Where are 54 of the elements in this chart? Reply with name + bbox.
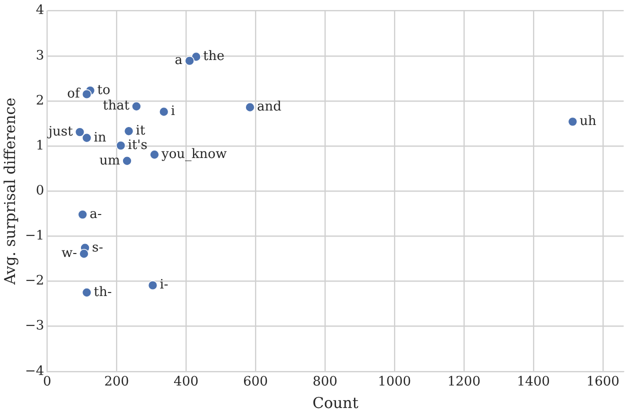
text: and	[256, 100, 282, 115]
x-tick-label: 400	[174, 374, 198, 390]
text: a	[174, 53, 183, 68]
text: uh	[580, 114, 596, 130]
text: the	[203, 49, 224, 64]
x-axis-title: Count	[312, 394, 358, 412]
y-tick-label: 3	[36, 48, 44, 64]
x-tick-label: 1200	[447, 374, 480, 390]
y-tick-label: −1	[24, 228, 44, 244]
y-tick-label: −4	[24, 364, 44, 379]
y-tick-label: −2	[24, 274, 44, 289]
point	[148, 280, 158, 290]
point	[132, 101, 142, 112]
point	[184, 56, 194, 66]
text: in	[94, 130, 106, 146]
x-tick-label: 1400	[516, 374, 550, 390]
point	[116, 140, 126, 150]
point	[245, 102, 255, 112]
text: s-	[92, 240, 104, 256]
point	[74, 127, 85, 137]
y-tick-label: −3	[24, 318, 44, 334]
point	[568, 116, 578, 127]
text: of	[67, 86, 80, 102]
x-tick-label: 600	[243, 374, 268, 390]
text: just	[48, 124, 73, 140]
y-axis-title: Avg. surprisal difference	[0, 97, 19, 286]
text: it	[136, 124, 146, 139]
point	[82, 89, 92, 100]
y-tick-label: 1	[36, 138, 44, 154]
text: that	[102, 98, 130, 114]
text: i	[170, 104, 176, 120]
text: w-	[61, 246, 77, 262]
y-tick-label: 0	[36, 183, 44, 198]
point	[82, 133, 92, 143]
x-tick-label: 1000	[378, 374, 412, 390]
text: um	[99, 153, 120, 168]
x-tick-label: 200	[104, 374, 130, 390]
text: to	[97, 82, 110, 98]
x-tick-label: 1600	[586, 374, 620, 390]
point	[82, 288, 92, 298]
point	[158, 106, 169, 117]
y-tick-label: 2	[36, 93, 44, 108]
text: it's	[128, 138, 148, 153]
point	[78, 210, 88, 220]
text: a-	[90, 206, 102, 222]
x-tick-label: 800	[312, 374, 338, 390]
point	[122, 156, 132, 166]
point	[79, 248, 89, 259]
y-tick-label: 4	[36, 3, 44, 18]
text: th-	[94, 284, 112, 300]
point	[150, 150, 160, 160]
text: i-	[160, 278, 168, 293]
text: you_know	[161, 146, 227, 162]
point	[124, 126, 134, 136]
